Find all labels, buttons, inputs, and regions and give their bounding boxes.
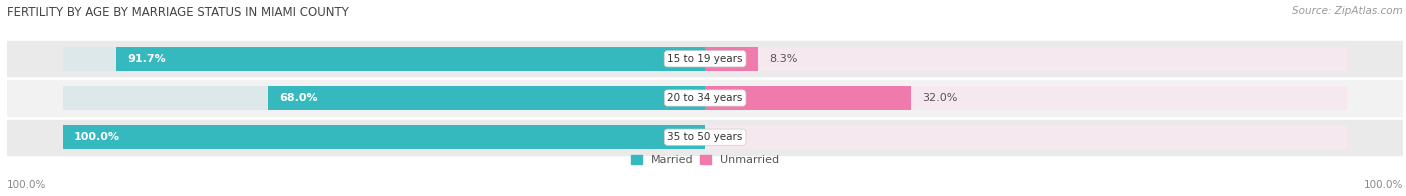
Bar xyxy=(269,86,706,110)
Text: FERTILITY BY AGE BY MARRIAGE STATUS IN MIAMI COUNTY: FERTILITY BY AGE BY MARRIAGE STATUS IN M… xyxy=(7,6,349,19)
Text: 35 to 50 years: 35 to 50 years xyxy=(668,132,742,142)
Text: 15 to 19 years: 15 to 19 years xyxy=(668,54,742,64)
Bar xyxy=(706,86,1347,110)
Text: 100.0%: 100.0% xyxy=(1364,180,1403,190)
Text: 32.0%: 32.0% xyxy=(922,93,957,103)
Legend: Married, Unmarried: Married, Unmarried xyxy=(631,155,779,165)
Bar xyxy=(63,86,706,110)
Bar xyxy=(706,125,1347,149)
Bar xyxy=(117,47,706,71)
Bar xyxy=(63,125,706,149)
Text: 91.7%: 91.7% xyxy=(128,54,166,64)
Text: Source: ZipAtlas.com: Source: ZipAtlas.com xyxy=(1292,6,1403,16)
Bar xyxy=(706,86,911,110)
Text: 20 to 34 years: 20 to 34 years xyxy=(668,93,742,103)
Text: 8.3%: 8.3% xyxy=(769,54,799,64)
Bar xyxy=(7,80,1403,116)
Bar xyxy=(7,41,1403,76)
Bar xyxy=(706,47,1347,71)
Bar xyxy=(706,47,758,71)
Text: 100.0%: 100.0% xyxy=(75,132,120,142)
Bar xyxy=(63,125,706,149)
Text: 100.0%: 100.0% xyxy=(7,180,46,190)
Bar xyxy=(7,120,1403,155)
Text: 68.0%: 68.0% xyxy=(280,93,318,103)
Text: 0.0%: 0.0% xyxy=(716,132,745,142)
Bar xyxy=(63,47,706,71)
